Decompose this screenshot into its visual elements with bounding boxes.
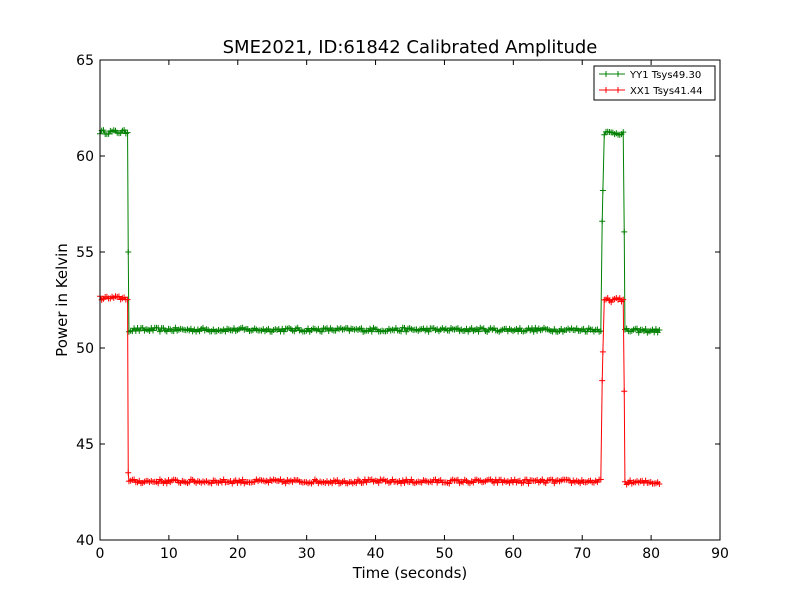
data-point (530, 328, 537, 335)
data-point (656, 481, 663, 488)
data-point (100, 127, 107, 134)
y-tick-label: 50 (76, 341, 94, 357)
data-point (170, 328, 177, 335)
series-markers-1 (97, 293, 663, 488)
data-point (146, 328, 153, 335)
data-point (616, 295, 623, 302)
series-line-0 (99, 129, 660, 334)
data-point (599, 348, 606, 355)
legend-marker (603, 71, 609, 77)
series-markers-0 (97, 126, 663, 336)
data-point (403, 328, 410, 335)
data-point (124, 129, 131, 136)
data-point (620, 296, 627, 303)
data-point (239, 476, 246, 483)
data-point (318, 328, 325, 335)
data-point (124, 296, 131, 303)
x-tick-label: 10 (160, 546, 178, 562)
y-axis-label: Power in Kelvin (53, 243, 71, 357)
data-point (523, 476, 530, 483)
x-tick-label: 70 (573, 546, 591, 562)
data-point (577, 480, 584, 487)
data-point (549, 476, 556, 483)
data-point (353, 480, 360, 487)
data-point (599, 187, 606, 194)
series-line-1 (99, 295, 660, 486)
y-tick-label: 40 (76, 533, 94, 549)
x-tick-label: 30 (298, 546, 316, 562)
data-point (599, 377, 606, 384)
x-axis-label: Time (seconds) (352, 564, 468, 582)
data-point (230, 325, 237, 332)
data-point (125, 469, 132, 476)
x-tick-label: 20 (229, 546, 247, 562)
data-point (358, 325, 365, 332)
data-point (220, 476, 227, 483)
data-point (282, 480, 289, 487)
plot-lines (97, 126, 663, 488)
data-point (642, 326, 649, 333)
data-point (334, 477, 341, 484)
data-point (163, 480, 170, 487)
data-point (656, 326, 663, 333)
y-tick-label: 45 (76, 437, 94, 453)
x-tick-label: 0 (96, 546, 105, 562)
data-point (121, 126, 128, 133)
x-tick-label: 60 (504, 546, 522, 562)
y-tick-label: 55 (76, 245, 94, 261)
data-point (454, 476, 461, 483)
data-point (105, 130, 112, 137)
legend-box (593, 65, 716, 101)
data-point (398, 328, 405, 335)
data-point (408, 476, 415, 483)
data-point (375, 479, 382, 486)
legend-marker (615, 87, 621, 93)
data-point (305, 325, 312, 332)
data-point (208, 480, 215, 487)
data-point (627, 477, 634, 484)
data-point (633, 325, 640, 332)
data-point (446, 480, 453, 487)
data-point (401, 324, 408, 331)
data-point (432, 476, 439, 483)
data-point (368, 328, 375, 335)
data-point (599, 218, 606, 225)
data-point (115, 293, 122, 300)
data-point (401, 479, 408, 486)
x-tick-label: 50 (436, 546, 454, 562)
x-axis: 0 10 20 30 40 50 60 70 80 90 (96, 60, 729, 562)
data-point (280, 328, 287, 335)
data-point (620, 129, 627, 136)
x-tick-label: 90 (711, 546, 729, 562)
data-point (468, 325, 475, 332)
legend-label-yy1: YY1 Tsys49.30 (629, 70, 701, 81)
data-point (584, 328, 591, 335)
x-tick-label: 80 (642, 546, 660, 562)
data-point (155, 480, 162, 487)
data-point (652, 325, 659, 332)
data-point (597, 328, 604, 335)
y-tick-label: 65 (76, 53, 94, 69)
x-tick-label: 40 (367, 546, 385, 562)
data-point (621, 228, 628, 235)
legend-label-xx1: XX1 Tsys41.44 (630, 86, 703, 97)
legend-marker (615, 71, 621, 77)
plot-area-frame (99, 59, 721, 541)
y-tick-label: 60 (76, 149, 94, 165)
chart-title: SME2021, ID:61842 Calibrated Amplitude (223, 37, 598, 58)
data-point (525, 480, 532, 487)
data-point (475, 328, 482, 335)
data-point (597, 476, 604, 483)
data-point (621, 388, 628, 395)
data-point (425, 328, 432, 335)
data-point (156, 328, 163, 335)
legend: YY1 Tsys49.30 XX1 Tsys41.44 (593, 65, 716, 101)
data-point (125, 249, 132, 255)
y-axis: 40 45 50 55 60 65 (76, 53, 720, 549)
legend-marker (603, 87, 609, 93)
